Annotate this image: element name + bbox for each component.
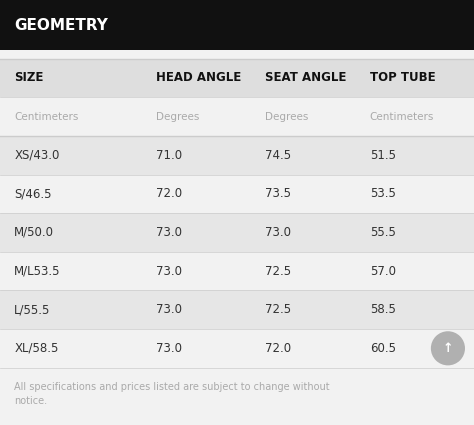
FancyBboxPatch shape bbox=[0, 252, 474, 290]
Text: 72.5: 72.5 bbox=[265, 265, 292, 278]
Text: 72.0: 72.0 bbox=[156, 187, 182, 200]
Text: 73.0: 73.0 bbox=[156, 265, 182, 278]
Text: 73.5: 73.5 bbox=[265, 187, 292, 200]
Text: GEOMETRY: GEOMETRY bbox=[14, 17, 108, 33]
FancyBboxPatch shape bbox=[0, 329, 474, 368]
Text: 57.0: 57.0 bbox=[370, 265, 396, 278]
Text: Centimeters: Centimeters bbox=[370, 112, 434, 122]
Text: 73.0: 73.0 bbox=[156, 226, 182, 239]
FancyBboxPatch shape bbox=[0, 290, 474, 329]
Ellipse shape bbox=[431, 331, 465, 366]
Text: 73.0: 73.0 bbox=[265, 226, 292, 239]
Text: 51.5: 51.5 bbox=[370, 149, 396, 162]
Text: XS/43.0: XS/43.0 bbox=[14, 149, 60, 162]
FancyBboxPatch shape bbox=[0, 136, 474, 175]
Text: SIZE: SIZE bbox=[14, 71, 44, 85]
Text: 73.0: 73.0 bbox=[156, 303, 182, 316]
Text: S/46.5: S/46.5 bbox=[14, 187, 52, 200]
Text: SEAT ANGLE: SEAT ANGLE bbox=[265, 71, 347, 85]
Text: 74.5: 74.5 bbox=[265, 149, 292, 162]
Text: Degrees: Degrees bbox=[265, 112, 309, 122]
Text: XL/58.5: XL/58.5 bbox=[14, 342, 59, 355]
FancyBboxPatch shape bbox=[0, 0, 474, 50]
Text: 55.5: 55.5 bbox=[370, 226, 396, 239]
Text: L/55.5: L/55.5 bbox=[14, 303, 51, 316]
Text: 60.5: 60.5 bbox=[370, 342, 396, 355]
Text: 58.5: 58.5 bbox=[370, 303, 396, 316]
Text: 53.5: 53.5 bbox=[370, 187, 396, 200]
Text: M/50.0: M/50.0 bbox=[14, 226, 54, 239]
Text: Centimeters: Centimeters bbox=[14, 112, 79, 122]
Text: TOP TUBE: TOP TUBE bbox=[370, 71, 435, 85]
FancyBboxPatch shape bbox=[0, 213, 474, 252]
Text: 71.0: 71.0 bbox=[156, 149, 182, 162]
Text: 72.0: 72.0 bbox=[265, 342, 292, 355]
FancyBboxPatch shape bbox=[0, 59, 474, 97]
FancyBboxPatch shape bbox=[0, 175, 474, 213]
Text: M/L53.5: M/L53.5 bbox=[14, 265, 61, 278]
Text: 72.5: 72.5 bbox=[265, 303, 292, 316]
Text: 73.0: 73.0 bbox=[156, 342, 182, 355]
Text: HEAD ANGLE: HEAD ANGLE bbox=[156, 71, 242, 85]
Text: Degrees: Degrees bbox=[156, 112, 200, 122]
Text: ↑: ↑ bbox=[443, 342, 453, 355]
Text: All specifications and prices listed are subject to change without
notice.: All specifications and prices listed are… bbox=[14, 382, 330, 406]
FancyBboxPatch shape bbox=[0, 97, 474, 136]
